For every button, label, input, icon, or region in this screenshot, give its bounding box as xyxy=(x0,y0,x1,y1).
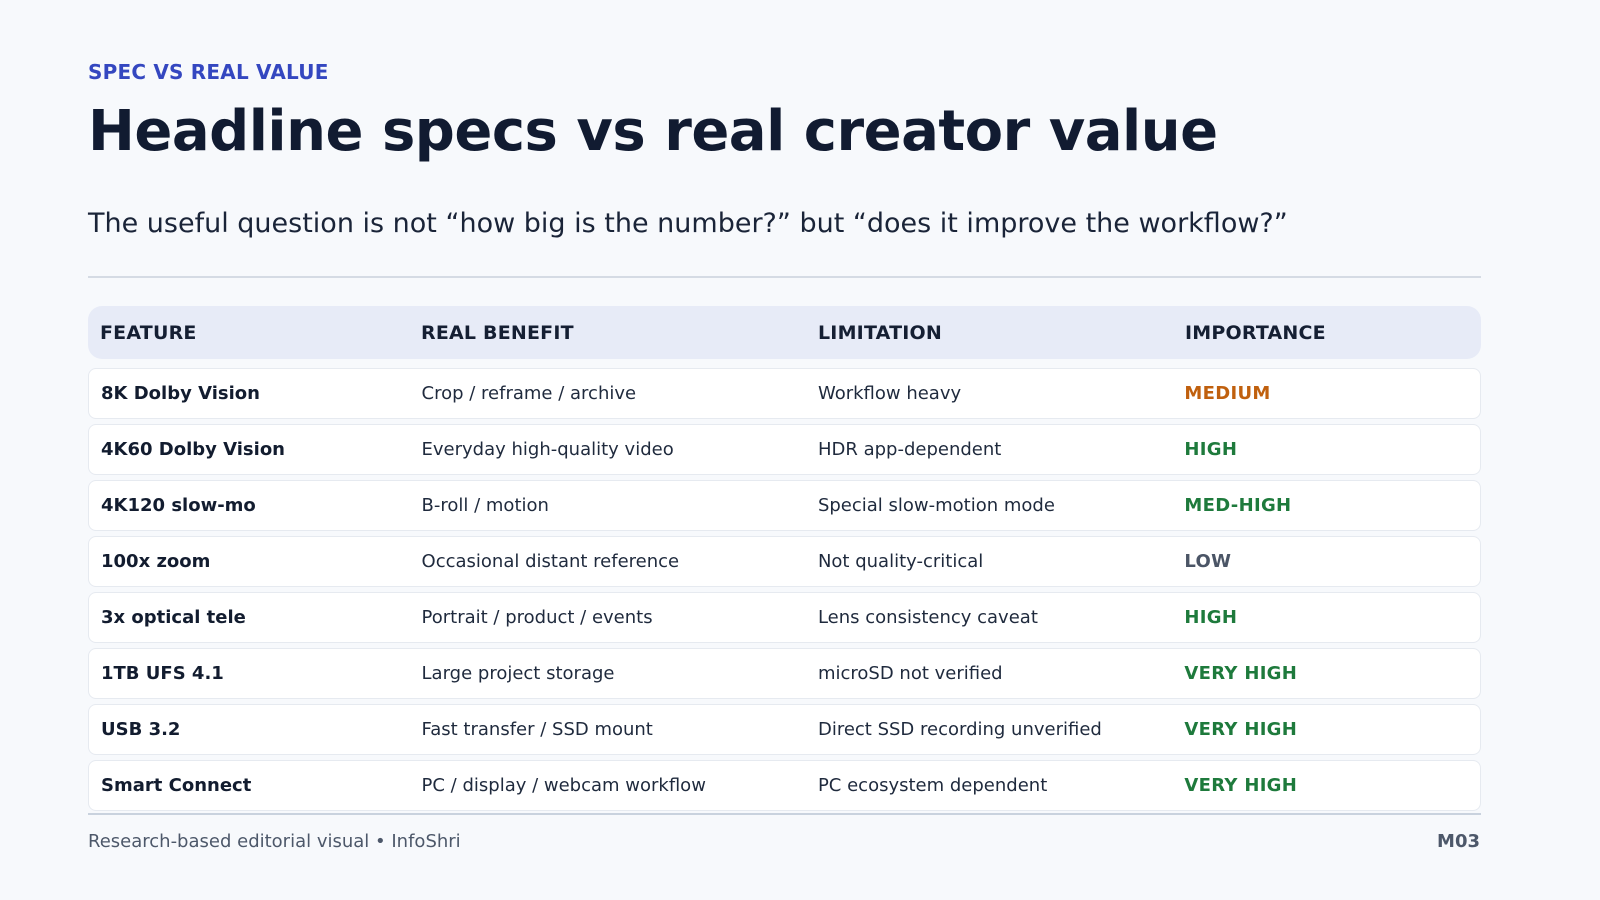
benefit-cell: Large project storage xyxy=(421,663,615,684)
slide-code: M03 xyxy=(1437,831,1480,852)
top-divider xyxy=(88,276,1481,278)
benefit-cell: B-roll / motion xyxy=(421,495,549,516)
benefit-cell: Occasional distant reference xyxy=(421,551,680,572)
benefit-cell: PC / display / webcam workflow xyxy=(421,775,706,796)
benefit-cell: Portrait / product / events xyxy=(421,607,653,628)
limitation-cell: microSD not verified xyxy=(817,663,1003,684)
table-row: USB 3.2 Fast transfer / SSD mount Direct… xyxy=(88,704,1481,755)
bottom-divider xyxy=(88,813,1481,815)
importance-cell: VERY HIGH xyxy=(1184,775,1298,796)
column-header-feature: FEATURE xyxy=(100,321,197,344)
column-header-limitation: LIMITATION xyxy=(818,321,942,344)
limitation-cell: Workflow heavy xyxy=(817,383,962,404)
table-row: 4K120 slow-mo B-roll / motion Special sl… xyxy=(88,480,1481,531)
table-header: FEATURE REAL BENEFIT LIMITATION IMPORTAN… xyxy=(88,306,1481,359)
importance-cell: HIGH xyxy=(1184,439,1238,460)
page-title: Headline specs vs real creator value xyxy=(88,99,1218,164)
importance-cell: VERY HIGH xyxy=(1184,663,1298,684)
table-row: 100x zoom Occasional distant reference N… xyxy=(88,536,1481,587)
table-row: 8K Dolby Vision Crop / reframe / archive… xyxy=(88,368,1481,419)
feature-cell: 3x optical tele xyxy=(101,607,246,628)
page-subtitle: The useful question is not “how big is t… xyxy=(88,208,1288,239)
limitation-cell: Special slow-motion mode xyxy=(817,495,1055,516)
column-header-importance: IMPORTANCE xyxy=(1185,321,1326,344)
importance-cell: VERY HIGH xyxy=(1184,719,1298,740)
importance-cell: MEDIUM xyxy=(1184,383,1271,404)
feature-cell: 1TB UFS 4.1 xyxy=(101,663,224,684)
eyebrow-label: SPEC VS REAL VALUE xyxy=(88,60,329,84)
feature-cell: USB 3.2 xyxy=(101,719,181,740)
column-header-real-benefit: REAL BENEFIT xyxy=(421,321,574,344)
feature-cell: Smart Connect xyxy=(101,775,252,796)
limitation-cell: PC ecosystem dependent xyxy=(817,775,1048,796)
benefit-cell: Fast transfer / SSD mount xyxy=(421,719,653,740)
feature-cell: 4K60 Dolby Vision xyxy=(101,439,285,460)
table-row: Smart Connect PC / display / webcam work… xyxy=(88,760,1481,811)
importance-cell: HIGH xyxy=(1184,607,1238,628)
limitation-cell: Direct SSD recording unverified xyxy=(817,719,1102,740)
table-row: 3x optical tele Portrait / product / eve… xyxy=(88,592,1481,643)
limitation-cell: HDR app-dependent xyxy=(817,439,1002,460)
comparison-table: FEATURE REAL BENEFIT LIMITATION IMPORTAN… xyxy=(88,306,1481,816)
importance-cell: LOW xyxy=(1184,551,1232,572)
limitation-cell: Lens consistency caveat xyxy=(817,607,1038,628)
limitation-cell: Not quality-critical xyxy=(817,551,984,572)
benefit-cell: Everyday high-quality video xyxy=(421,439,674,460)
footer-credit: Research-based editorial visual • InfoSh… xyxy=(88,831,461,852)
benefit-cell: Crop / reframe / archive xyxy=(421,383,637,404)
table-row: 4K60 Dolby Vision Everyday high-quality … xyxy=(88,424,1481,475)
table-row: 1TB UFS 4.1 Large project storage microS… xyxy=(88,648,1481,699)
importance-cell: MED-HIGH xyxy=(1184,495,1292,516)
feature-cell: 4K120 slow-mo xyxy=(101,495,256,516)
feature-cell: 100x zoom xyxy=(101,551,211,572)
feature-cell: 8K Dolby Vision xyxy=(101,383,260,404)
